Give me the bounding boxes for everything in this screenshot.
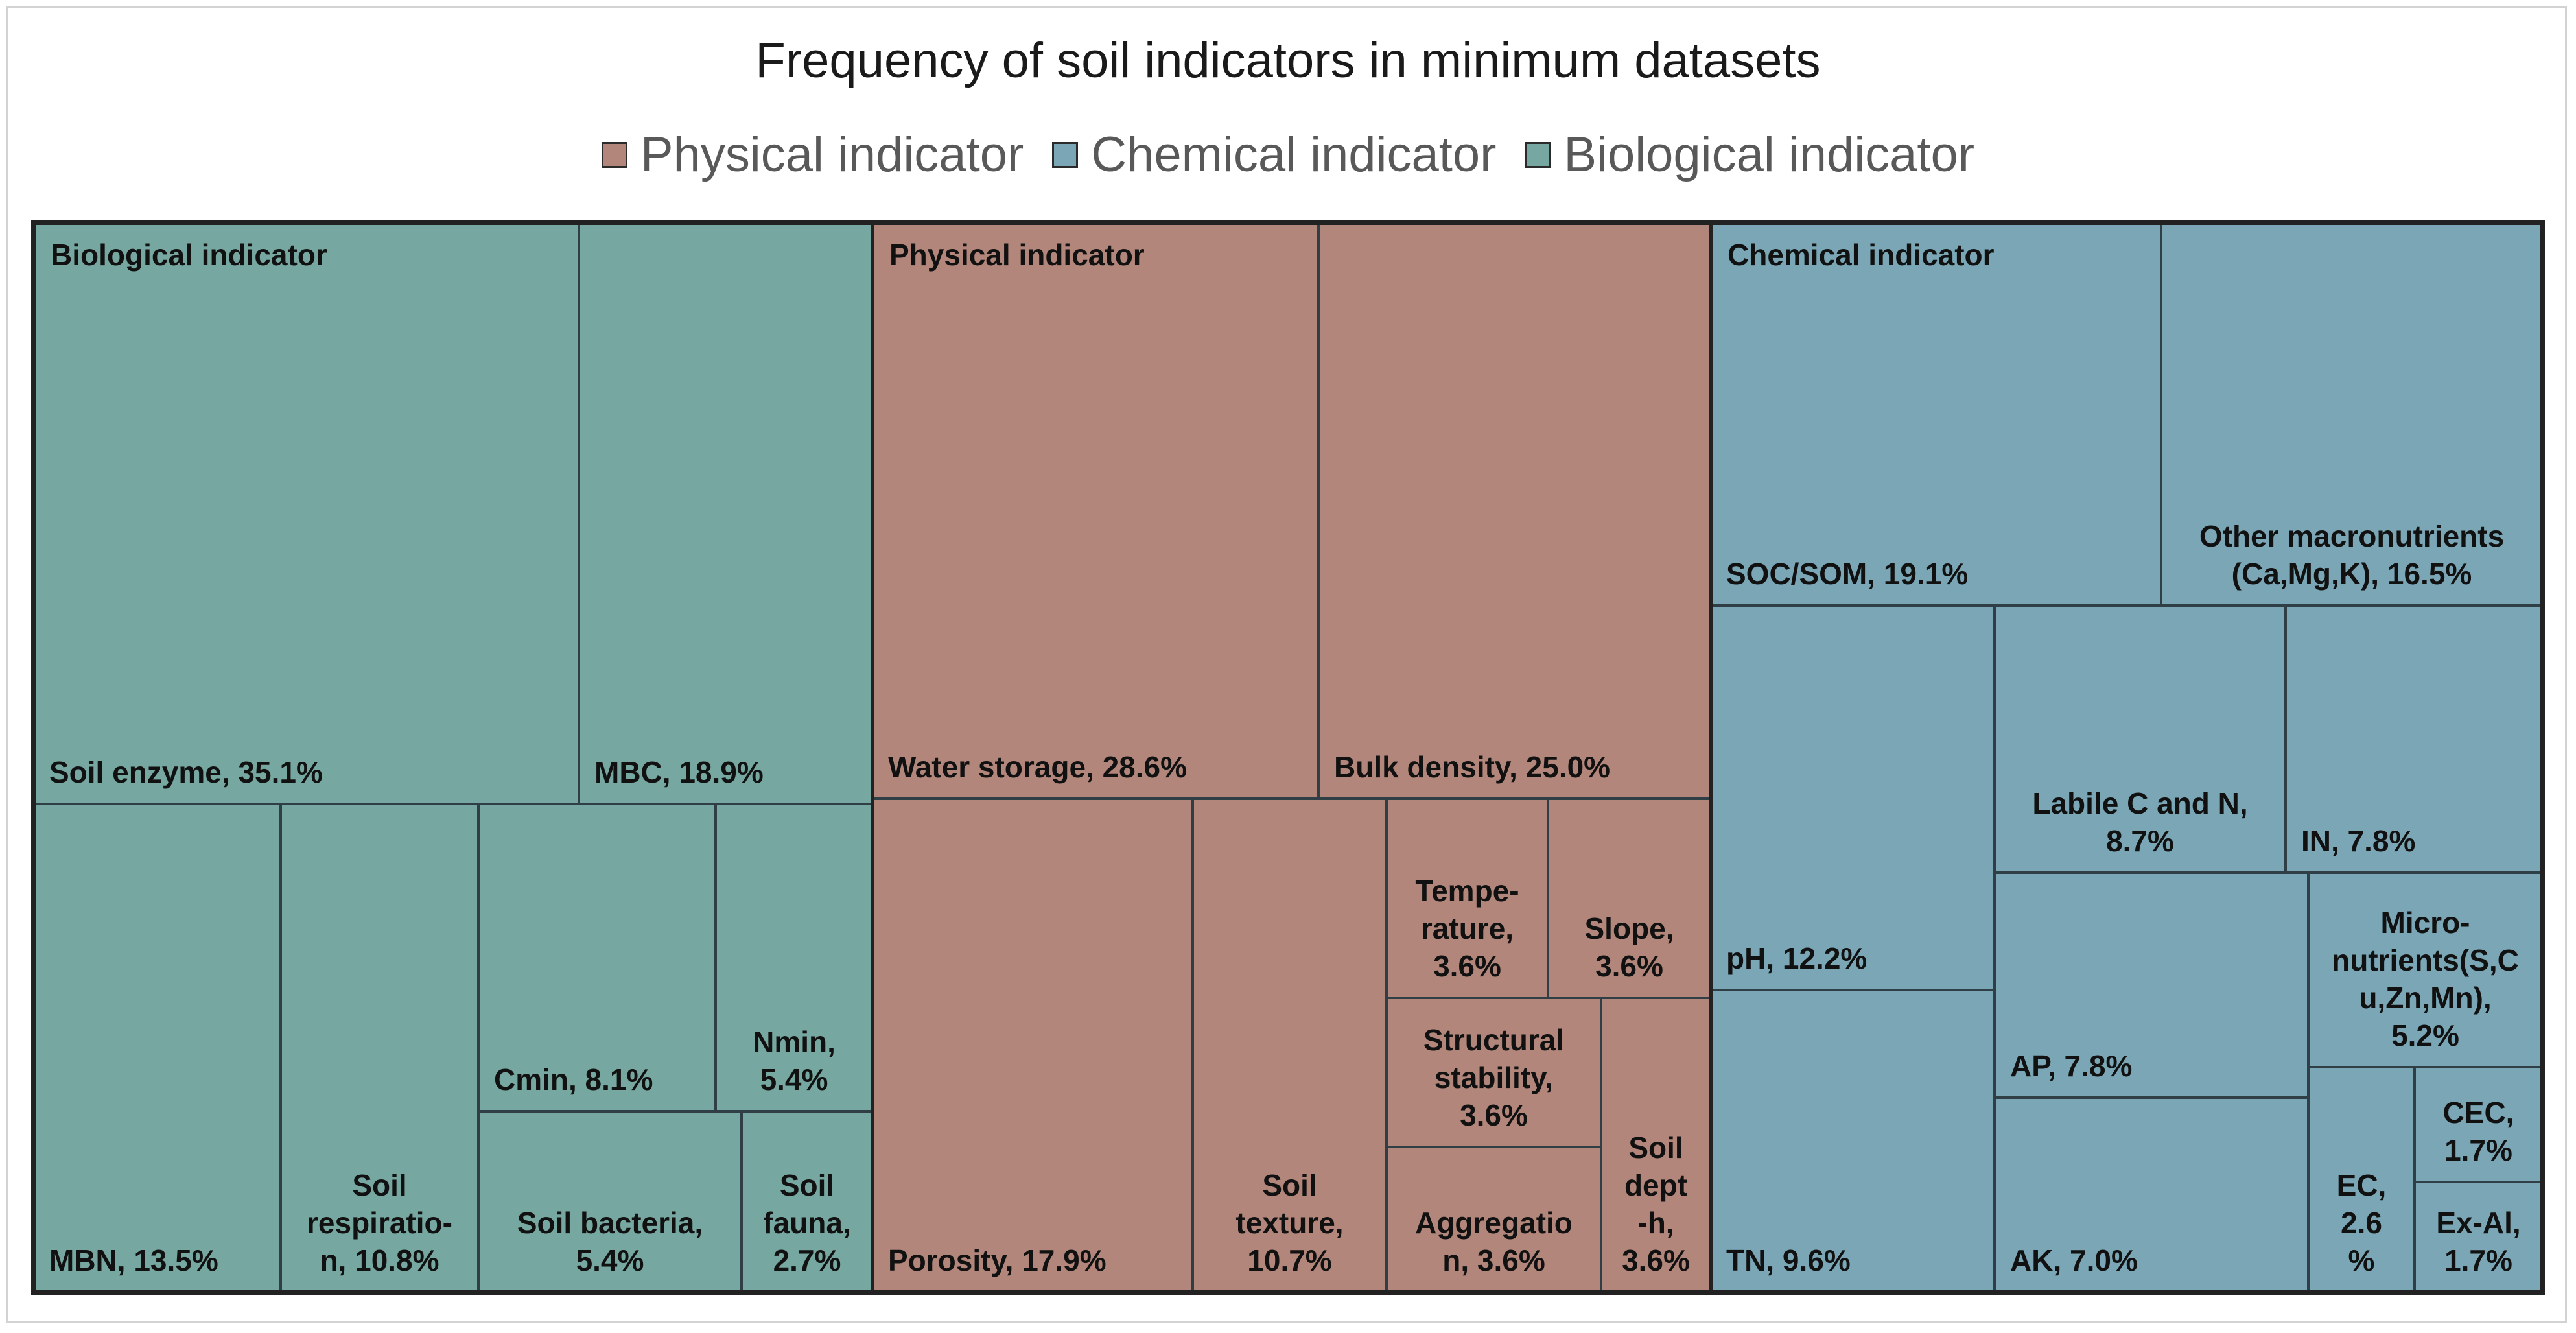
- treemap-tile-label: Soil dept -h, 3.6%: [1622, 1131, 1690, 1277]
- legend-item-chemical: Chemical indicator: [1052, 126, 1496, 183]
- treemap-tile-porosity: Porosity, 17.9%: [872, 799, 1193, 1292]
- treemap-tile-label: Porosity, 17.9%: [888, 1244, 1107, 1277]
- treemap-tile-label: pH, 12.2%: [1726, 941, 1868, 975]
- treemap-tile-mbc: MBC, 18.9%: [579, 223, 872, 804]
- treemap-tile-label: Nmin, 5.4%: [753, 1025, 836, 1096]
- treemap-tile-label: AK, 7.0%: [2010, 1244, 2138, 1277]
- treemap-tile-ex-al: Ex-Al, 1.7%: [2415, 1182, 2542, 1292]
- treemap-tile-label: Micro- nutrients(S,C u,Zn,Mn), 5.2%: [2332, 906, 2519, 1052]
- treemap-tile-label: Soil enzyme, 35.1%: [49, 755, 323, 789]
- treemap-tile-label: IN, 7.8%: [2301, 824, 2416, 858]
- legend-item-physical: Physical indicator: [601, 126, 1024, 183]
- treemap-tile-soil-depth: Soil dept -h, 3.6%: [1601, 998, 1711, 1292]
- treemap-tile-label: Soil respiratio- n, 10.8%: [307, 1168, 452, 1277]
- treemap-tile-ph: pH, 12.2%: [1711, 606, 1995, 990]
- treemap-tile-ap: AP, 7.8%: [1995, 873, 2308, 1098]
- treemap-tile-label: Structural stability, 3.6%: [1423, 1023, 1565, 1132]
- treemap-tile-ec: EC, 2.6 %: [2308, 1067, 2415, 1292]
- legend-swatch-physical: [601, 141, 627, 168]
- treemap-tile-nmin: Nmin, 5.4%: [716, 804, 872, 1111]
- treemap-tile-mbn: MBN, 13.5%: [34, 804, 281, 1292]
- treemap-tile-soil-texture: Soil texture, 10.7%: [1193, 799, 1387, 1292]
- treemap-tile-label: Ex-Al, 1.7%: [2436, 1206, 2521, 1277]
- treemap-tile-in: IN, 7.8%: [2286, 606, 2542, 873]
- chart-title: Frequency of soil indicators in minimum …: [755, 33, 1821, 88]
- treemap-tile-label: Slope, 3.6%: [1584, 912, 1674, 983]
- treemap-tile-label: Labile C and N, 8.7%: [2032, 786, 2248, 858]
- treemap-tile-label: AP, 7.8%: [2010, 1049, 2133, 1083]
- legend-label-physical: Physical indicator: [640, 127, 1024, 182]
- treemap-tile-soc-som: SOC/SOM, 19.1%: [1711, 223, 2161, 606]
- group-label-biological-indicator: Biological indicator: [51, 238, 327, 272]
- legend: Physical indicator Chemical indicator Bi…: [0, 126, 2576, 183]
- treemap-tile-ak: AK, 7.0%: [1995, 1098, 2308, 1292]
- treemap-tile-cmin: Cmin, 8.1%: [478, 804, 716, 1111]
- treemap-tile-label: MBN, 13.5%: [49, 1244, 218, 1277]
- treemap-tile-label: SOC/SOM, 19.1%: [1726, 557, 1969, 591]
- treemap-tile-soil-respiration: Soil respiratio- n, 10.8%: [281, 804, 478, 1292]
- treemap-tile-structural-stability: Structural stability, 3.6%: [1387, 998, 1601, 1147]
- treemap-tile-label: Aggregatio n, 3.6%: [1415, 1206, 1573, 1277]
- treemap-tile-label: Other macronutrients (Ca,Mg,K), 16.5%: [2199, 519, 2505, 591]
- treemap-tile-other-macronutrients-ca-mg-k: Other macronutrients (Ca,Mg,K), 16.5%: [2161, 223, 2542, 606]
- group-label-physical-indicator: Physical indicator: [889, 238, 1145, 272]
- treemap-tile-micronutrients-s-cu-zn-mn: Micro- nutrients(S,C u,Zn,Mn), 5.2%: [2308, 873, 2542, 1067]
- treemap: Soil enzyme, 35.1% MBC, 18.9% MBN, 13.5% So…: [31, 220, 2545, 1295]
- treemap-tile-aggregation: Aggregatio n, 3.6%: [1387, 1147, 1601, 1292]
- treemap-tile-label: TN, 9.6%: [1726, 1244, 1851, 1277]
- legend-swatch-biological: [1525, 141, 1551, 168]
- chart-border: [6, 6, 2567, 1323]
- legend-item-biological: Biological indicator: [1525, 126, 1974, 183]
- group-label-chemical-indicator: Chemical indicator: [1727, 238, 1995, 272]
- legend-label-chemical: Chemical indicator: [1091, 127, 1497, 182]
- treemap-tile-cec: CEC, 1.7%: [2415, 1067, 2542, 1182]
- treemap-tile-label: Soil fauna, 2.7%: [763, 1168, 851, 1277]
- treemap-tile-label: Tempe- rature, 3.6%: [1415, 874, 1519, 983]
- treemap-tile-soil-enzyme: Soil enzyme, 35.1%: [34, 223, 579, 804]
- treemap-tile-labile-c-and-n: Labile C and N, 8.7%: [1995, 606, 2286, 873]
- treemap-tile-water-storage: Water storage, 28.6%: [872, 223, 1318, 799]
- treemap-tile-temperature: Tempe- rature, 3.6%: [1387, 799, 1548, 998]
- treemap-tile-soil-bacteria: Soil bacteria, 5.4%: [478, 1111, 742, 1292]
- treemap-tile-label: CEC, 1.7%: [2442, 1096, 2514, 1167]
- treemap-tile-bulk-density: Bulk density, 25.0%: [1318, 223, 1711, 799]
- treemap-tile-slope: Slope, 3.6%: [1548, 799, 1711, 998]
- treemap-tile-label: Water storage, 28.6%: [888, 750, 1188, 784]
- legend-label-biological: Biological indicator: [1563, 127, 1975, 182]
- treemap-tile-label: EC, 2.6 %: [2336, 1168, 2387, 1277]
- treemap-tile-label: Bulk density, 25.0%: [1334, 750, 1611, 784]
- treemap-tile-soil-fauna: Soil fauna, 2.7%: [742, 1111, 872, 1292]
- treemap-tile-label: Soil texture, 10.7%: [1235, 1168, 1344, 1277]
- treemap-tile-label: MBC, 18.9%: [594, 755, 764, 789]
- treemap-tile-label: Soil bacteria, 5.4%: [517, 1206, 703, 1277]
- treemap-tile-label: Cmin, 8.1%: [494, 1063, 653, 1096]
- legend-swatch-chemical: [1052, 141, 1079, 168]
- treemap-tile-tn: TN, 9.6%: [1711, 990, 1995, 1292]
